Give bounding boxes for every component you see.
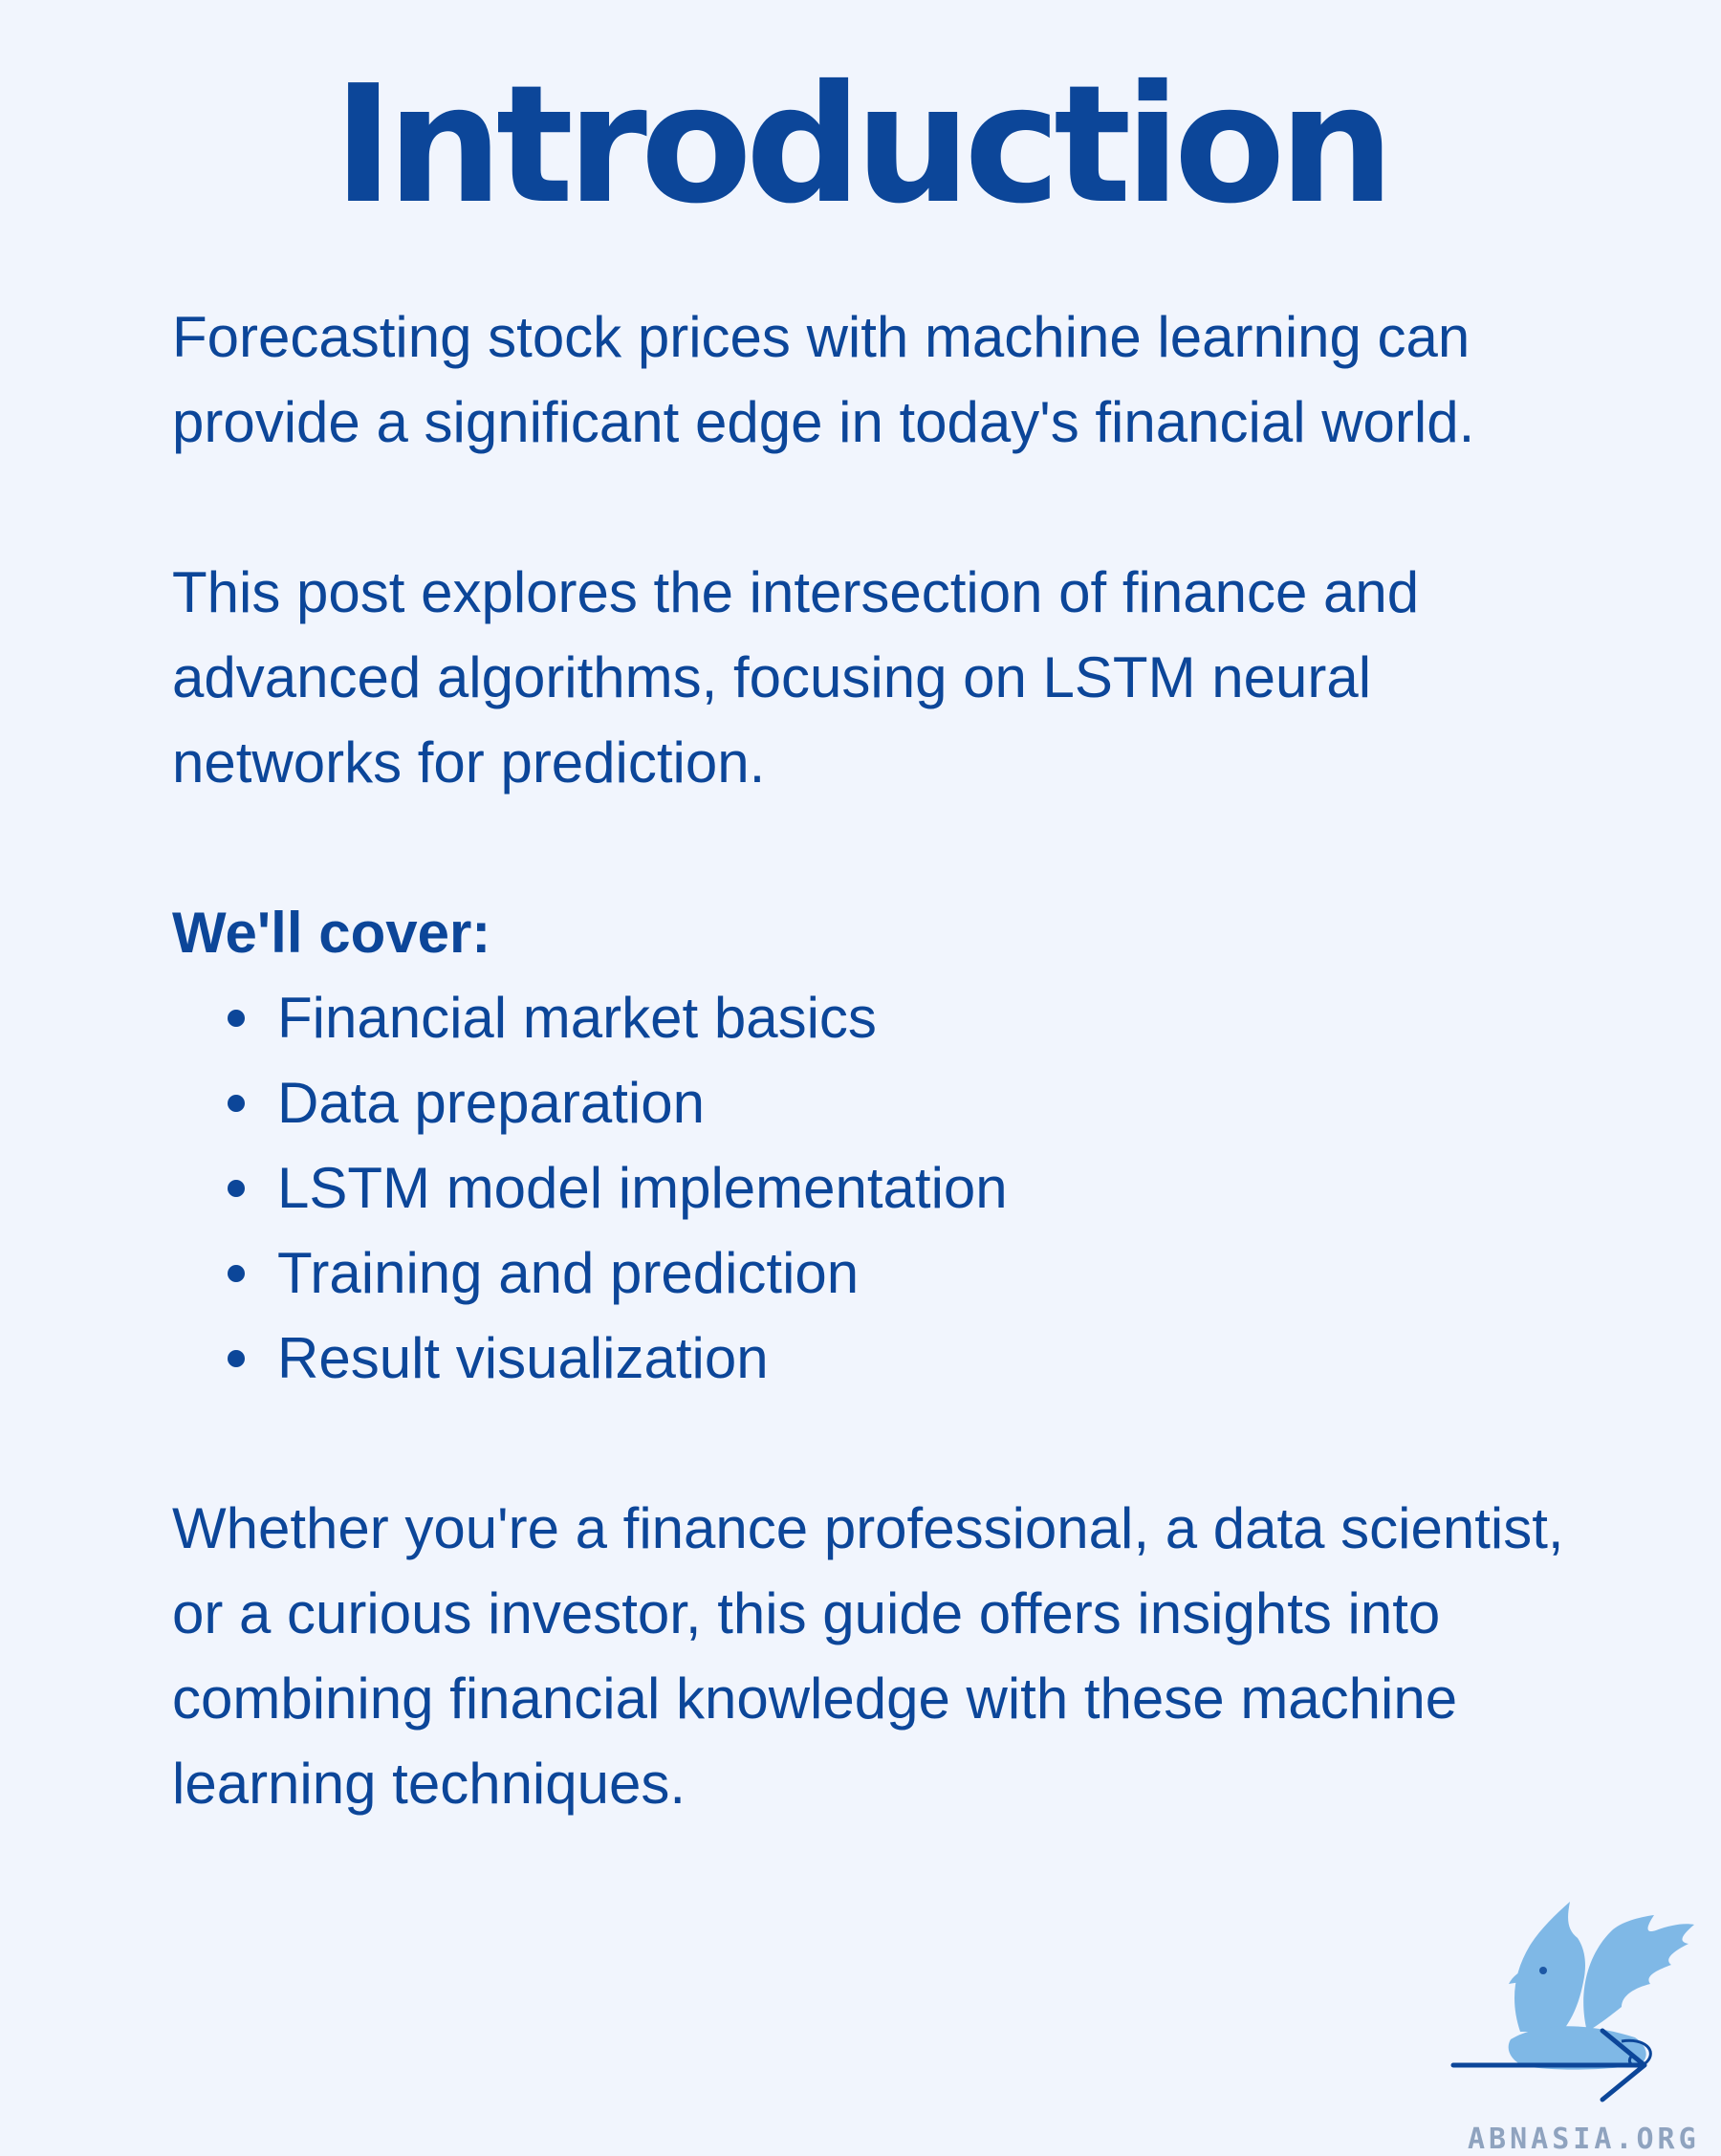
- list-item: Financial market basics: [172, 975, 1587, 1060]
- list-item: Data preparation: [172, 1060, 1587, 1145]
- list-item-label: Result visualization: [277, 1326, 769, 1390]
- closing-paragraph: Whether you're a finance professional, a…: [172, 1496, 1564, 1816]
- list-item: LSTM model implementation: [172, 1145, 1587, 1230]
- spacer: [172, 465, 1587, 550]
- list-item: Result visualization: [172, 1316, 1587, 1401]
- spacer: [172, 805, 1587, 890]
- arrow-right-icon[interactable]: [1449, 2027, 1652, 2103]
- griffin-logo-icon: [1508, 1902, 1694, 2070]
- cover-list: Financial market basics Data preparation…: [172, 975, 1587, 1401]
- list-item-label: Data preparation: [277, 1071, 705, 1135]
- list-item-label: LSTM model implementation: [277, 1156, 1008, 1220]
- list-item-label: Financial market basics: [277, 986, 877, 1050]
- intro-paragraph-1: Forecasting stock prices with machine le…: [172, 305, 1475, 454]
- list-item: Training and prediction: [172, 1230, 1587, 1316]
- logo-wordmark: ABNASIA.ORG: [1468, 2123, 1700, 2156]
- bullet-icon: [228, 1350, 245, 1367]
- bullet-icon: [228, 1010, 245, 1027]
- bullet-icon: [228, 1180, 245, 1197]
- spacer: [172, 1401, 1587, 1486]
- bullet-icon: [228, 1265, 245, 1282]
- page-title: Introduction: [333, 51, 1394, 240]
- intro-paragraph-2: This post explores the intersection of f…: [172, 560, 1420, 795]
- list-item-label: Training and prediction: [277, 1241, 860, 1305]
- cover-heading: We'll cover:: [172, 901, 491, 965]
- bullet-icon: [228, 1095, 245, 1112]
- intro-content: Forecasting stock prices with machine le…: [172, 294, 1587, 1826]
